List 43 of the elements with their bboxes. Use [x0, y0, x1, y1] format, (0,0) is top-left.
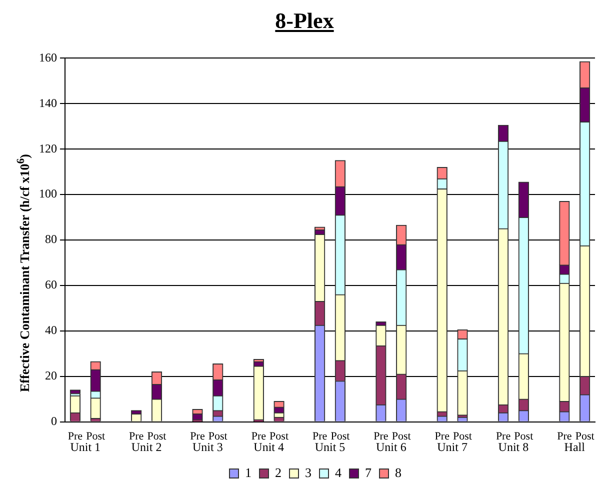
x-tick-label: Pre [251, 430, 266, 442]
text: Unit 4 [254, 440, 284, 454]
x-tick-label: Post [330, 430, 350, 442]
x-tick-label: Post [147, 430, 166, 442]
text: Unit 1 [70, 440, 101, 454]
x-tick-label: Pre [312, 430, 328, 442]
legend-label: 7 [365, 464, 372, 480]
legend-label: 1 [245, 464, 252, 480]
x-tick-label: Pre [374, 430, 388, 442]
y-tick-label: 120 [39, 141, 57, 156]
x-tick-label: Post [392, 430, 411, 442]
legend-label: 3 [305, 464, 312, 480]
x-tick-label: Pre [434, 430, 450, 442]
text: Unit 7 [437, 440, 468, 454]
x-tick-label: Post [270, 430, 289, 442]
x-tick-label: Post [453, 430, 472, 442]
x-tick-label: Post [514, 430, 534, 442]
x-tick-label: Post [208, 430, 228, 442]
chart-title: 8-Plex [274, 8, 335, 34]
x-tick-label: Pre [557, 430, 572, 442]
x-tick-label: Pre [190, 430, 205, 442]
legend-label: 2 [275, 464, 282, 480]
y-tick-label: 60 [45, 278, 57, 292]
x-tick-label: Pre [68, 430, 83, 442]
y-tick-label: 160 [39, 50, 57, 64]
text: Unit 3 [192, 440, 223, 454]
x-tick-label: Post [575, 430, 594, 442]
legend-label: 4 [335, 464, 342, 480]
text: Unit 6 [376, 440, 406, 454]
y-tick-label: 140 [39, 96, 57, 110]
text: Unit 8 [498, 440, 529, 454]
y-tick-label: 0 [51, 414, 57, 428]
y-tick-label: 100 [39, 186, 57, 201]
text: Hall [564, 440, 586, 454]
y-tick-label: 40 [45, 323, 57, 338]
x-tick-label: Pre [129, 430, 144, 442]
x-tick-label: Pre [496, 430, 511, 442]
y-tick-label: 20 [45, 368, 57, 383]
legend-label: 8 [395, 464, 402, 480]
y-tick-label: 80 [45, 232, 57, 246]
text: Unit 2 [131, 440, 162, 454]
text: Unit 5 [314, 440, 346, 454]
x-tick-label: Post [86, 430, 106, 442]
